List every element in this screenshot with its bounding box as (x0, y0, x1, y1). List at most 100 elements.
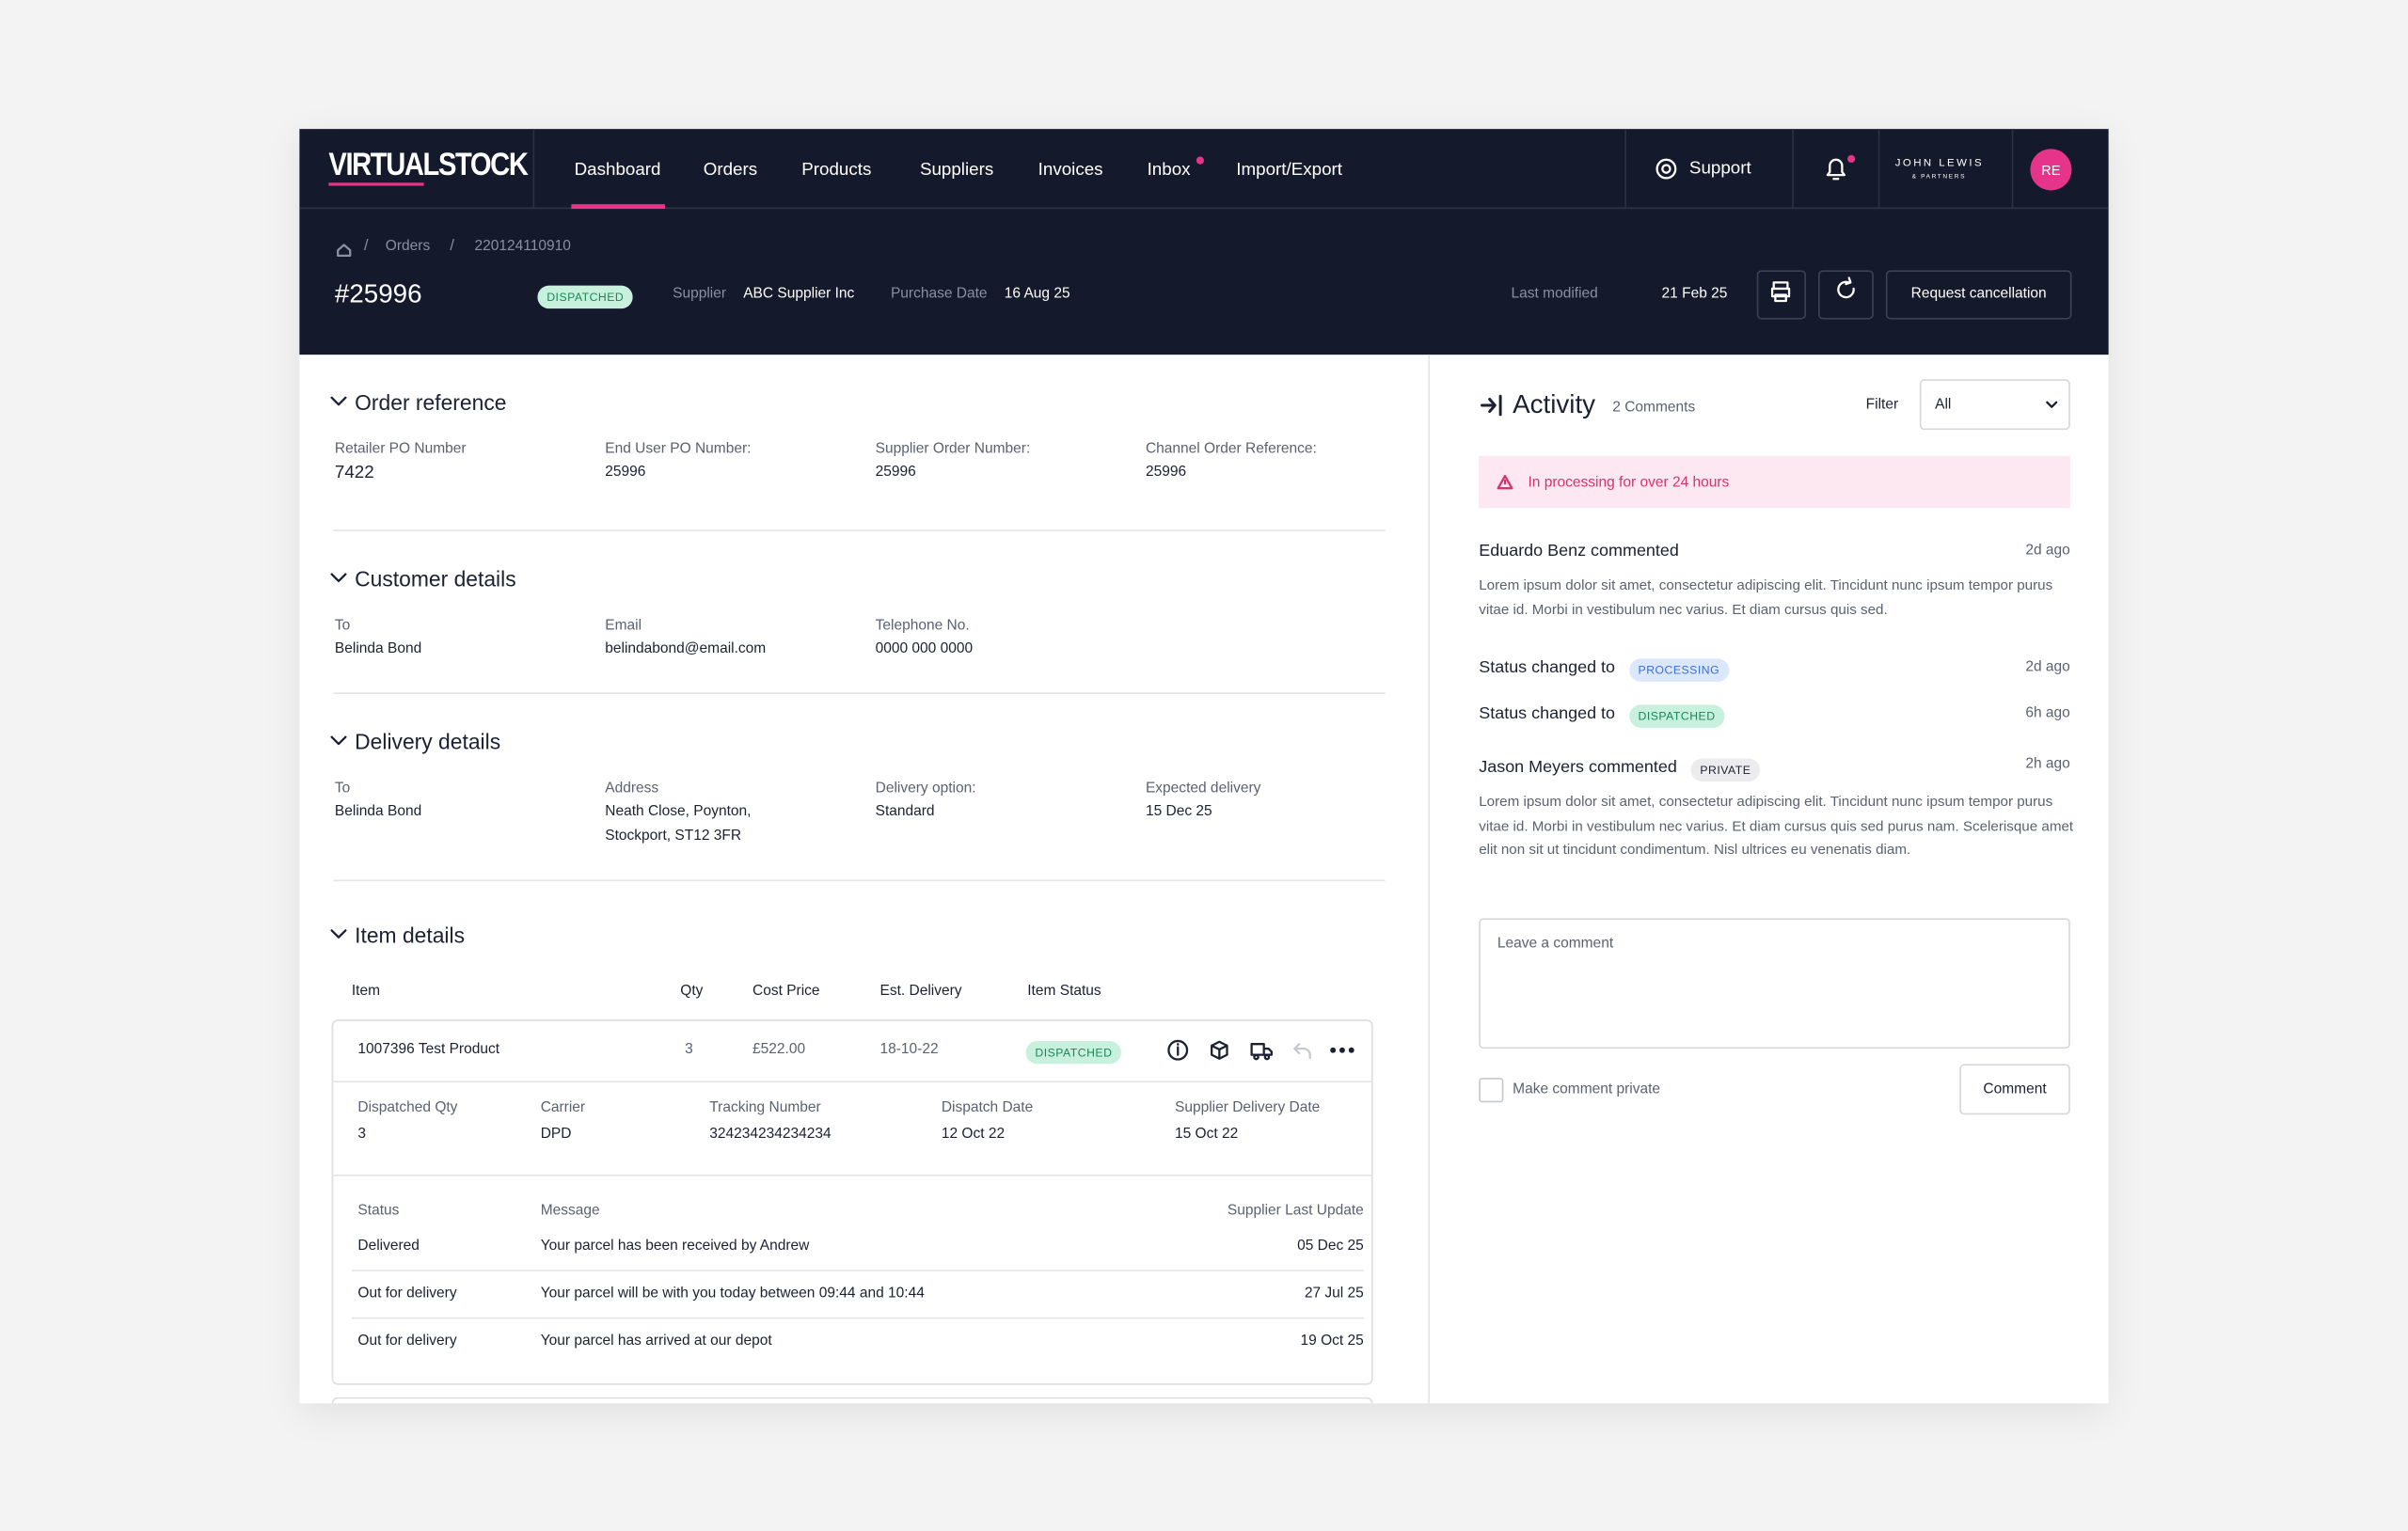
field-value: Neath Close, Poynton, Stockport, ST12 3F… (605, 802, 752, 844)
cell: 3 (685, 1040, 693, 1058)
divider (351, 1317, 1364, 1319)
field-label: Channel Order Reference: (1145, 440, 1317, 458)
divider (333, 692, 1386, 694)
section-title[interactable]: Delivery details (355, 729, 501, 754)
field-label: Address (605, 780, 659, 797)
cell: 19 Oct 25 (1300, 1333, 1364, 1350)
field-value: 3 (357, 1125, 367, 1143)
field-label: Tracking Number (709, 1098, 821, 1116)
entry-time: 2h ago (2025, 755, 2070, 773)
section-chevrons (330, 396, 347, 939)
nav-item[interactable]: Products (801, 161, 872, 181)
nav-bar (299, 129, 2109, 210)
filter-label: Filter (1865, 396, 1899, 414)
nav-item[interactable]: Invoices (1038, 161, 1103, 181)
panel-divider (1428, 355, 1430, 1404)
field-label: Dispatched Qty (357, 1098, 458, 1116)
field-value: belindabond@email.com (605, 639, 767, 657)
field-value: 12 Oct 22 (941, 1125, 1006, 1143)
breadcrumb[interactable]: Orders (385, 238, 431, 256)
comment-button[interactable] (1959, 1064, 2070, 1115)
nav-item[interactable]: Dashboard (574, 161, 661, 181)
cell: Delivered (357, 1237, 420, 1255)
field-value: 0000 000 0000 (875, 639, 974, 657)
filter-value[interactable]: All (1935, 396, 1952, 414)
row-icons[interactable] (1167, 1039, 1273, 1061)
column-header: Item Status (1027, 982, 1101, 1000)
button-label[interactable]: Request cancellation (1910, 285, 2047, 303)
cell: Out for delivery (357, 1333, 457, 1350)
cell: Your parcel has arrived at our depot (540, 1333, 772, 1350)
value: 21 Feb 25 (1661, 285, 1728, 303)
home-icon (337, 244, 352, 257)
cell: 05 Dec 25 (1297, 1237, 1364, 1255)
logo: VIRTUALSTOCK (328, 147, 529, 183)
nav-item[interactable]: Import/Export (1236, 161, 1342, 181)
filter-select[interactable] (1919, 379, 2070, 431)
cancel-button[interactable] (1885, 270, 2072, 320)
field-value: Belinda Bond (334, 639, 422, 657)
field-label: To (334, 617, 351, 635)
entry-heading: Status changed to (1479, 704, 1616, 723)
active-underline (571, 204, 665, 210)
nav-item[interactable]: Suppliers (919, 161, 994, 181)
divider (532, 129, 535, 210)
retailer-box (1877, 129, 2014, 210)
nav-item[interactable]: Inbox (1147, 161, 1191, 181)
item-box (331, 1019, 1373, 1385)
field-value: 25996 (1145, 464, 1187, 481)
order-id: #25996 (334, 279, 422, 309)
avatar[interactable]: RE (2041, 162, 2061, 178)
field-label: Supplier Order Number: (875, 440, 1031, 458)
field-label: Dispatch Date (941, 1098, 1034, 1116)
field-label: End User PO Number: (605, 440, 752, 458)
support-label[interactable]: Support (1688, 159, 1751, 179)
item-box-next (331, 1397, 1373, 1404)
button-label[interactable]: Comment (1983, 1080, 2047, 1097)
cell: 18-10-22 (879, 1040, 939, 1058)
alert-icon (1497, 474, 1513, 490)
more-icon[interactable] (1330, 1047, 1354, 1053)
column-header: Supplier Last Update (1227, 1202, 1364, 1220)
bell-dot (1847, 154, 1856, 164)
field-label: Expected delivery (1145, 780, 1261, 797)
breadcrumb-sep: / (450, 238, 454, 256)
field-label: Telephone No. (875, 617, 970, 635)
logo-underline (328, 182, 424, 186)
entry-time: 2d ago (2025, 542, 2070, 560)
divider (333, 879, 1386, 882)
checkbox[interactable] (1479, 1078, 1504, 1103)
field-value: Standard (875, 802, 935, 820)
value: 16 Aug 25 (1004, 285, 1070, 303)
nav-item[interactable]: Orders (703, 161, 758, 181)
print-button[interactable] (1756, 270, 1806, 320)
field-label: Retailer PO Number (334, 440, 467, 458)
section-title[interactable]: Order reference (355, 389, 507, 415)
column-header: Status (357, 1202, 400, 1220)
section-title[interactable]: Customer details (355, 566, 516, 592)
header-bar (299, 209, 2109, 355)
entry-badge: DISPATCHED (1628, 704, 1725, 728)
entry-time: 2d ago (2025, 658, 2070, 676)
divider (333, 529, 1386, 531)
field-label: Supplier Delivery Date (1174, 1098, 1321, 1116)
undo-icon (1293, 1043, 1311, 1060)
column-header: Qty (680, 982, 704, 1000)
comment-input[interactable] (1479, 918, 2070, 1050)
entry-heading: Jason Meyers commented (1479, 758, 1677, 778)
checkbox-label[interactable]: Make comment private (1513, 1081, 1661, 1098)
comment-placeholder: Leave a comment (1497, 935, 1614, 953)
cell: Your parcel has been received by Andrew (540, 1237, 810, 1255)
breadcrumb-sep: / (363, 238, 369, 256)
refresh-button[interactable] (1818, 270, 1874, 320)
column-header: Item (351, 982, 381, 1000)
cell: Out for delivery (357, 1285, 457, 1302)
panel-title: Activity (1513, 389, 1596, 419)
cell: Your parcel will be with you today betwe… (540, 1285, 925, 1302)
entry-body: Lorem ipsum dolor sit amet, consectetur … (1479, 794, 2074, 858)
support-box[interactable] (1624, 129, 1794, 210)
avatar-circle[interactable] (2030, 149, 2072, 191)
section-title[interactable]: Item details (355, 923, 466, 948)
field-value: Belinda Bond (334, 802, 422, 820)
